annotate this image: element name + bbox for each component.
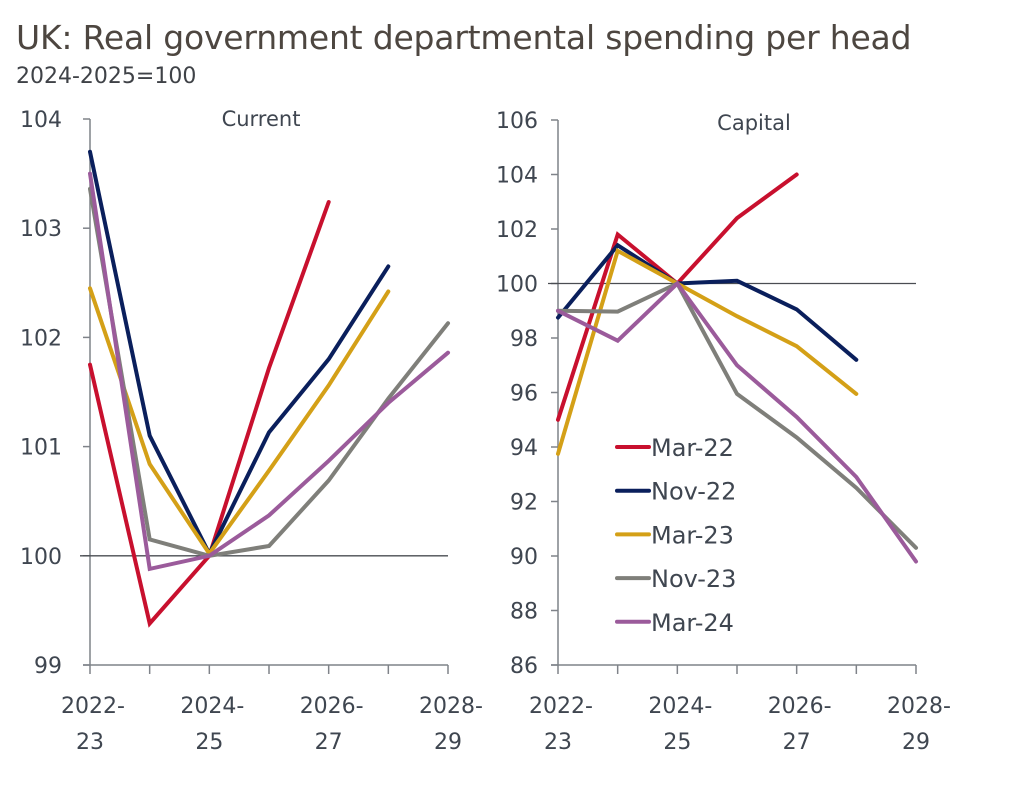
y-tick-label: 100: [20, 545, 62, 570]
x-tick-label: 25: [663, 730, 691, 755]
y-tick-label: 88: [510, 600, 538, 625]
legend-item: Mar-24: [615, 609, 734, 637]
series-line-mar-23: [88, 286, 391, 558]
x-tick-label: 23: [76, 730, 104, 755]
y-tick-label: 98: [510, 327, 538, 352]
series-line-nov-23: [88, 186, 450, 558]
y-tick-label: 104: [496, 164, 538, 189]
y-tick-label: 94: [510, 436, 538, 461]
y-tick-label: 104: [20, 108, 62, 133]
y-tick-label: 96: [510, 382, 538, 407]
x-tick-label: 27: [783, 730, 811, 755]
x-tick-label: 2028-: [887, 694, 951, 719]
series-line-nov-23: [556, 280, 918, 550]
y-tick-label: 99: [34, 654, 62, 679]
legend-label: Mar-23: [651, 521, 734, 549]
chart-subtitle: 2024-2025=100: [16, 64, 197, 89]
y-tick-label: 90: [510, 545, 538, 570]
series-line-mar-24: [556, 280, 918, 564]
x-tick-label: 27: [315, 730, 343, 755]
x-tick-label: 2026-: [768, 694, 832, 719]
x-tick-label: 2026-: [300, 694, 364, 719]
chart-title: UK: Real government departmental spendin…: [16, 18, 912, 57]
panel-current: Current 99 100 101 102 103 104 2022- 23 2024- 25 20…: [20, 107, 483, 755]
x-tick-label: 2024-: [648, 694, 712, 719]
x-tick-label: 2022-: [61, 694, 125, 719]
panel-capital: Capital 86 88 90 92 94 96 98 100 102 104 106 2022- 23…: [496, 109, 951, 755]
legend: Mar-22 Nov-22 Mar-23 Nov-23 Mar-24: [615, 434, 736, 637]
panel-title: Current: [222, 107, 301, 131]
legend-label: Nov-22: [651, 478, 736, 506]
y-tick-label: 106: [496, 109, 538, 134]
x-tick-label: 2028-: [419, 694, 483, 719]
x-tick-label: 2024-: [180, 694, 244, 719]
y-tick-label: 102: [496, 218, 538, 243]
y-tick-label: 86: [510, 654, 538, 679]
legend-item: Mar-22: [615, 434, 734, 462]
series-line-mar-22: [556, 172, 799, 422]
y-tick-label: 100: [496, 273, 538, 298]
x-tick-label: 2022-: [529, 694, 593, 719]
legend-label: Mar-24: [651, 609, 734, 637]
series-line-mar-23: [556, 247, 859, 456]
legend-label: Mar-22: [651, 434, 734, 462]
x-tick-label: 25: [195, 730, 223, 755]
legend-label: Nov-23: [651, 565, 736, 593]
y-tick-label: 101: [20, 436, 62, 461]
y-tick-label: 102: [20, 326, 62, 351]
series-line-mar-24: [88, 171, 450, 572]
x-tick-label: 23: [544, 730, 572, 755]
y-tick-label: 92: [510, 491, 538, 516]
legend-item: Nov-23: [615, 565, 736, 593]
legend-item: Mar-23: [615, 521, 734, 549]
x-tick-label: 29: [902, 730, 930, 755]
legend-item: Nov-22: [615, 478, 736, 506]
y-tick-label: 103: [20, 217, 62, 242]
series-line-nov-22: [88, 149, 391, 559]
x-tick-label: 29: [434, 730, 462, 755]
panel-title: Capital: [717, 111, 791, 135]
series-line-nov-22: [556, 242, 859, 362]
